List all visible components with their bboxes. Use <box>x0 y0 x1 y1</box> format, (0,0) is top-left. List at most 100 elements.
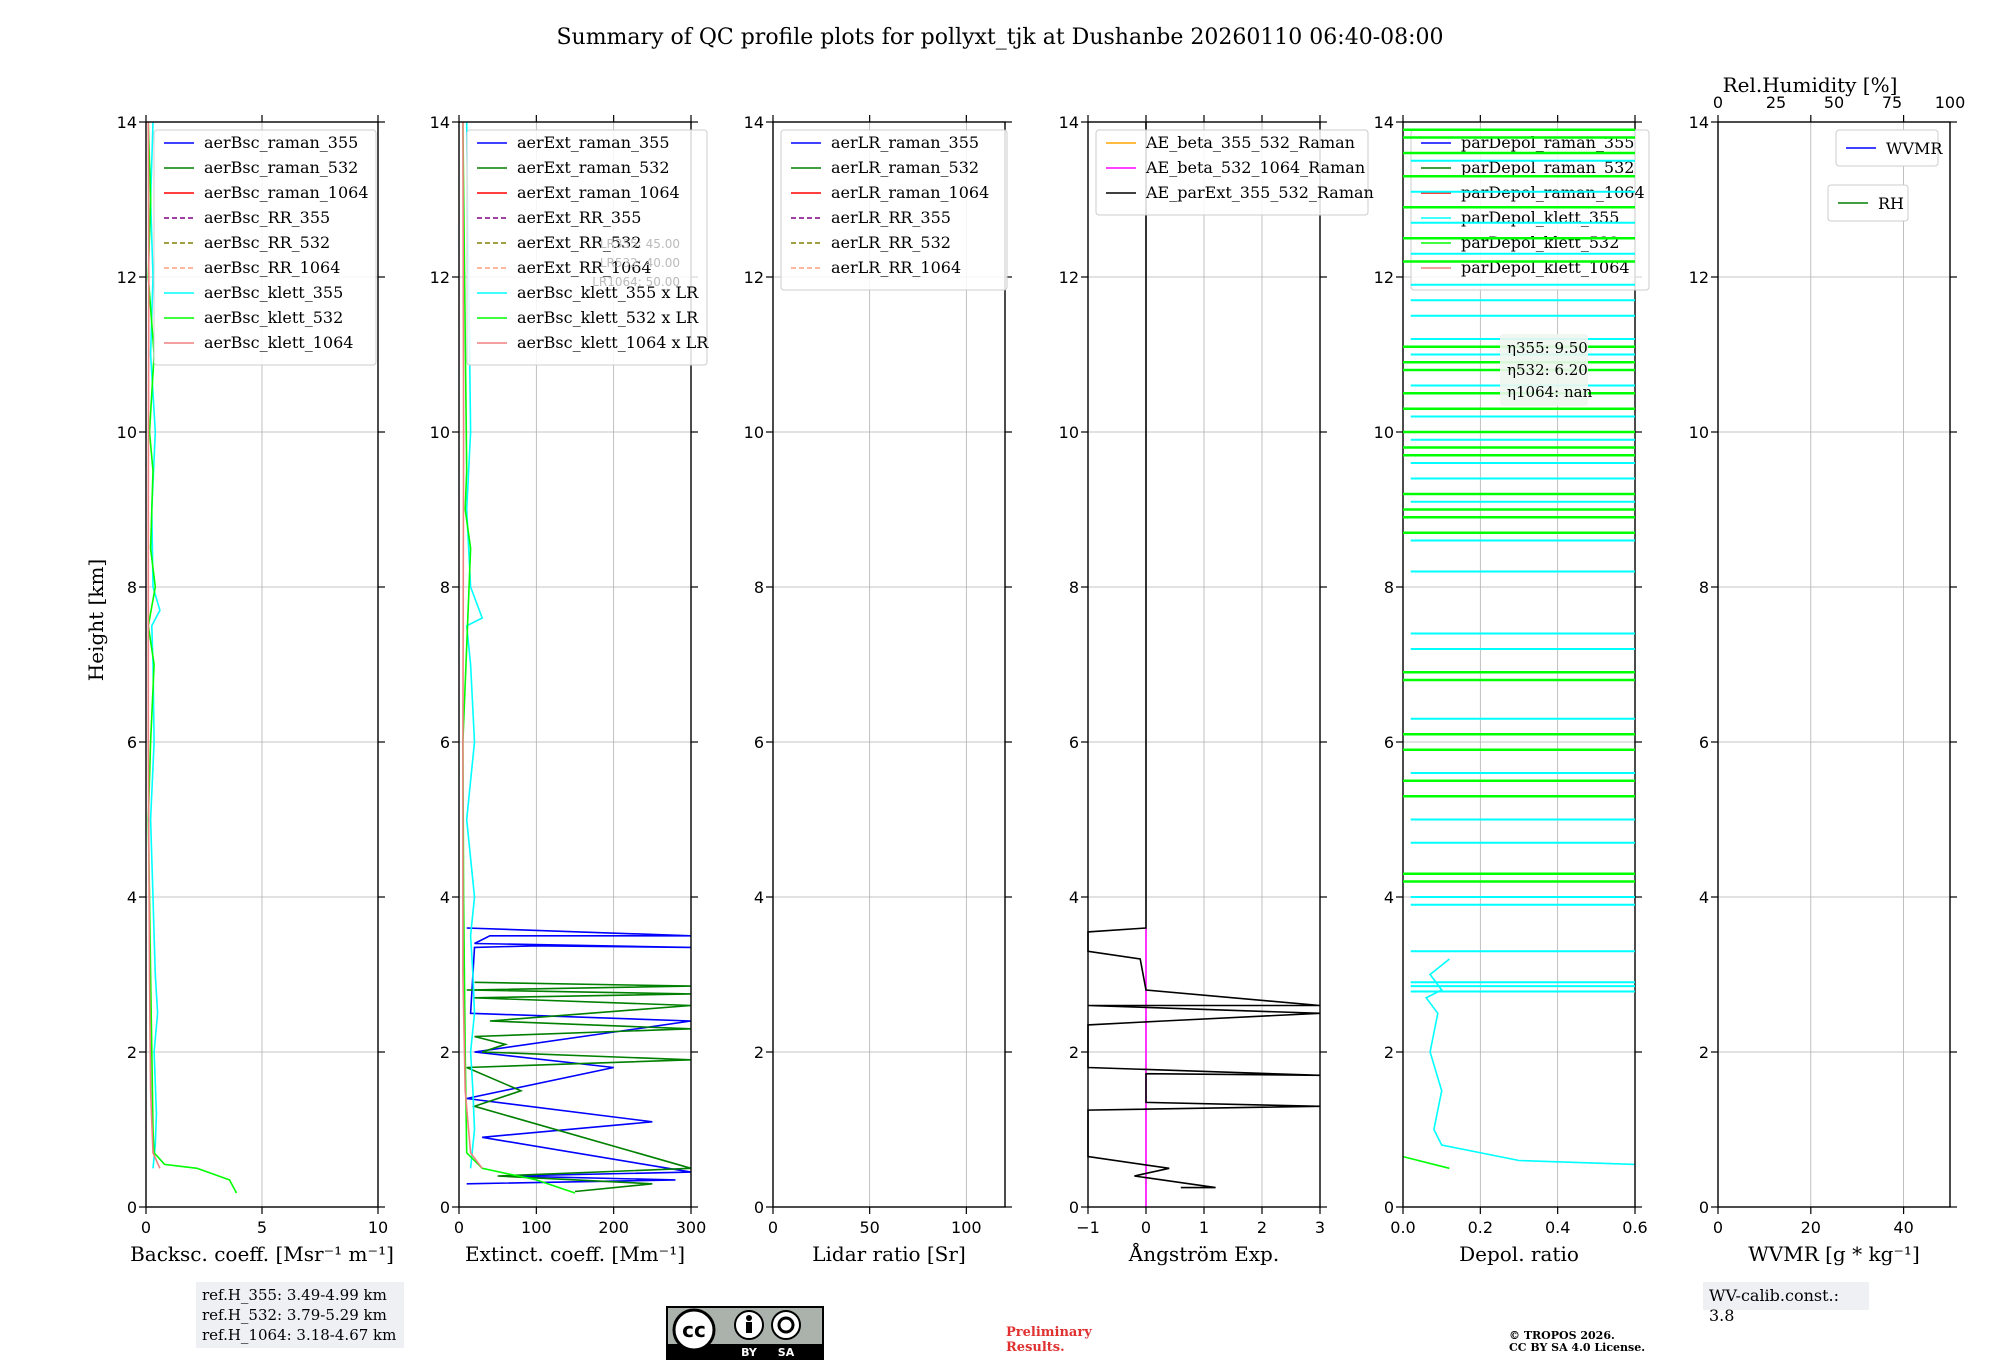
x-tick-label: 0.2 <box>1468 1218 1493 1237</box>
wv-calibration-box: WV-calib.const.: 3.8 <box>1703 1282 1869 1325</box>
series-parDepol_klett_532 <box>1402 1155 1450 1170</box>
ref-height-532: ref.H_532: 3.79-5.29 km <box>202 1306 387 1324</box>
y-tick-label: 14 <box>430 113 450 132</box>
x-tick-label: 0 <box>1141 1218 1151 1237</box>
legend-entry: aerLR_RR_355 <box>831 208 951 227</box>
lidar-ratio-label: LR532: 40.00 <box>600 256 680 270</box>
copyright-line1: © TROPOS 2026. <box>1509 1329 1615 1342</box>
legend-entry: aerExt_raman_355 <box>517 133 670 152</box>
x-tick-label: 300 <box>676 1218 707 1237</box>
y-tick-label: 2 <box>1384 1043 1394 1062</box>
legend-entry: AE_beta_532_1064_Raman <box>1145 158 1365 177</box>
legend-entry: parDepol_raman_532 <box>1461 158 1634 177</box>
x-tick-label: 200 <box>598 1218 629 1237</box>
legend-entry: aerBsc_RR_1064 <box>204 258 340 277</box>
y-tick-label: 8 <box>1384 578 1394 597</box>
legend-entry: aerLR_raman_1064 <box>831 183 989 202</box>
x-tick-label: 0 <box>1713 1218 1723 1237</box>
x-axis-label: WVMR [g * kg⁻¹] <box>1748 1242 1920 1266</box>
preliminary-note: Preliminary Results. <box>1006 1325 1126 1355</box>
y-tick-label: 6 <box>754 733 764 752</box>
y-tick-label: 14 <box>1059 113 1079 132</box>
series-aerBsc_klett_355 <box>149 121 161 1169</box>
legend-entry: aerBsc_raman_532 <box>204 158 358 177</box>
copyright-line2: CC BY SA 4.0 License. <box>1509 1341 1646 1354</box>
legend-entry: aerBsc_klett_532 x LR <box>517 308 699 327</box>
y-tick-label: 6 <box>127 733 137 752</box>
legend-entry: aerExt_raman_532 <box>517 158 670 177</box>
preliminary-line1: Preliminary <box>1006 1325 1092 1340</box>
x-tick-label: 5 <box>257 1218 267 1237</box>
y-tick-label: 4 <box>127 888 137 907</box>
plot-frame <box>458 121 692 1208</box>
panel-5: 0.0 0.2 0.4 0.6 0 2 4 6 8 10 12 14 Depol. ratio parDe… <box>1374 113 1650 1266</box>
y-tick-label: 6 <box>1699 733 1709 752</box>
y-tick-label: 12 <box>430 268 450 287</box>
legend-box <box>780 129 1008 291</box>
legend-box <box>466 129 708 366</box>
x-axis-label: Extinct. coeff. [Mm⁻¹] <box>465 1242 685 1266</box>
rh-axis-label: Rel.Humidity [%] <box>1723 73 1898 97</box>
plot-frame <box>1402 121 1636 1208</box>
series-aerBsc_klett_1064 <box>147 121 161 1169</box>
legend-entry: WVMR <box>1886 139 1943 158</box>
legend-entry: aerBsc_klett_532 <box>204 308 343 327</box>
legend-entry: aerBsc_klett_1064 <box>204 333 353 352</box>
plot-frame <box>772 121 1006 1208</box>
panel-3: 0 50 100 0 2 4 6 8 10 12 14 Lidar ratio [Sr] aerLR_r… <box>744 113 1012 1266</box>
y-tick-label: 10 <box>744 423 764 442</box>
y-tick-label: 14 <box>1374 113 1394 132</box>
y-tick-label: 0 <box>440 1198 450 1217</box>
y-tick-label: 0 <box>127 1198 137 1217</box>
cc-by-label: BY <box>741 1346 758 1359</box>
y-tick-label: 10 <box>117 423 137 442</box>
ref-height-355: ref.H_355: 3.49-4.99 km <box>202 1286 387 1304</box>
y-tick-label: 0 <box>1069 1198 1079 1217</box>
y-tick-label: 14 <box>744 113 764 132</box>
top-tick-label: 25 <box>1766 93 1786 112</box>
x-tick-label: 0.6 <box>1622 1218 1647 1237</box>
y-tick-label: 10 <box>1374 423 1394 442</box>
y-tick-label: 2 <box>440 1043 450 1062</box>
x-tick-label: 3 <box>1315 1218 1325 1237</box>
top-tick-label: 100 <box>1935 93 1966 112</box>
eta-value: η532: 6.20 <box>1507 361 1588 379</box>
y-tick-label: 12 <box>1059 268 1079 287</box>
top-tick-label: 0 <box>1713 93 1723 112</box>
legend-box <box>1095 129 1369 216</box>
legend-entry: aerLR_RR_1064 <box>831 258 961 277</box>
y-tick-label: 8 <box>754 578 764 597</box>
x-axis-label: Depol. ratio <box>1459 1242 1579 1266</box>
x-tick-label: 0.4 <box>1545 1218 1570 1237</box>
y-tick-label: 2 <box>127 1043 137 1062</box>
y-tick-label: 6 <box>1384 733 1394 752</box>
legend-entry: aerExt_RR_355 <box>517 208 641 227</box>
x-tick-label: 0 <box>454 1218 464 1237</box>
preliminary-line2: Results. <box>1006 1340 1065 1355</box>
y-tick-label: 8 <box>1699 578 1709 597</box>
x-axis-label: Ångström Exp. <box>1128 1241 1279 1266</box>
x-tick-label: 20 <box>1801 1218 1821 1237</box>
y-tick-label: 4 <box>440 888 450 907</box>
top-tick-label: 50 <box>1824 93 1844 112</box>
series-aerBsc_klett_1064 x LR <box>462 121 483 1169</box>
x-tick-label: 2 <box>1257 1218 1267 1237</box>
legend-entry: aerBsc_RR_532 <box>204 233 330 252</box>
y-tick-label: 0 <box>1699 1198 1709 1217</box>
series-aerBsc_klett_532 <box>147 121 238 1194</box>
series-parDepol_klett_355 <box>1424 958 1636 1166</box>
y-tick-label: 14 <box>1689 113 1709 132</box>
legend-box <box>153 129 377 366</box>
legend-entry: AE_parExt_355_532_Raman <box>1145 183 1374 202</box>
x-tick-label: 0.0 <box>1390 1218 1415 1237</box>
legend-entry: RH <box>1878 194 1904 213</box>
x-tick-label: 10 <box>368 1218 388 1237</box>
legend-entry: aerExt_RR_1064 <box>517 258 652 277</box>
panel-6: 0 20 40 0 2 4 6 8 10 12 14 WVMR [g * kg⁻¹] WVMR RH 0 25… <box>1689 93 1966 1266</box>
legend-entry: parDepol_klett_532 <box>1461 233 1619 252</box>
eta-value: η1064: nan <box>1507 383 1593 401</box>
y-tick-label: 0 <box>754 1198 764 1217</box>
panel-2: 0 100 200 300 0 2 4 6 8 10 12 14 Extinct. coeff. [Mm… <box>430 113 710 1266</box>
top-tick-label: 75 <box>1882 93 1902 112</box>
